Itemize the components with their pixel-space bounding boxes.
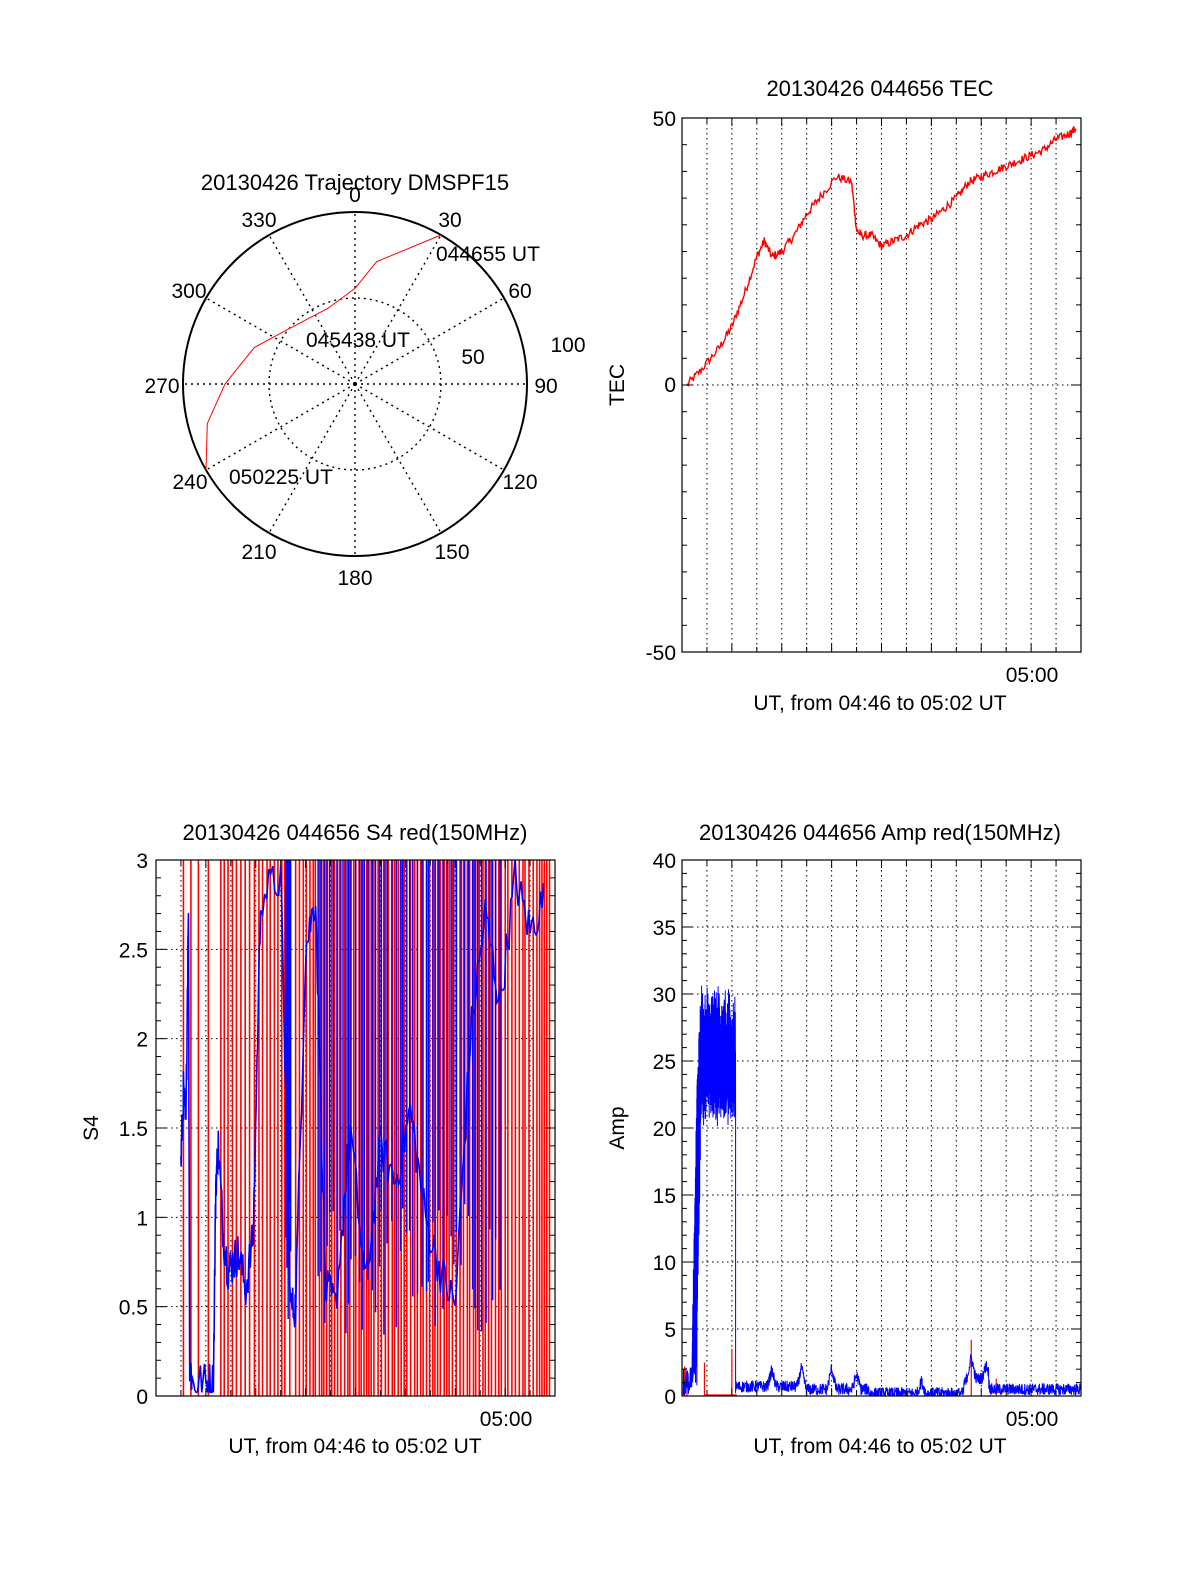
polar-azimuth-label-60: 60 (508, 280, 531, 303)
s4-ytick-label-4: 2 (136, 1029, 148, 1052)
amp-xlabel: UT, from 04:46 to 05:02 UT (753, 1435, 1006, 1458)
amp-ytick-label-5: 25 (653, 1051, 676, 1074)
tec-ylabel: TEC (606, 364, 629, 406)
amp-ytick-label-0: 0 (664, 1386, 676, 1409)
s4-ytick-label-5: 2.5 (119, 939, 148, 962)
amp-ytick-labels: 0 5 10 15 20 25 30 35 40 (653, 850, 676, 1409)
s4-ytick-label-6: 3 (136, 850, 148, 873)
polar-ring-50 (268, 297, 442, 471)
polar-azimuth-label-270: 270 (144, 375, 179, 398)
s4-ytick-label-3: 1.5 (119, 1118, 148, 1141)
polar-azimuth-label-90: 90 (534, 375, 557, 398)
amp-ytick-label-7: 35 (653, 917, 676, 940)
tec-ticks (682, 117, 1081, 653)
polar-track (205, 234, 442, 471)
polar-azimuth-label-330: 330 (241, 209, 276, 232)
polar-azimuth-label-180: 180 (337, 567, 372, 590)
amp-blue-noise (735, 1354, 1081, 1396)
s4-ticks (156, 859, 555, 1397)
amp-series (682, 985, 1081, 1396)
tec-ytick-0: 0 (664, 374, 676, 397)
amp-ytick-label-1: 5 (664, 1319, 676, 1342)
polar-radial-label-100: 100 (550, 334, 585, 357)
polar-spoke-210 (268, 383, 356, 534)
point-label-start: 044655 UT (436, 243, 540, 266)
amp-ticks (682, 859, 1081, 1397)
amp-ytick-label-2: 10 (653, 1252, 676, 1275)
polar-azimuth-label-150: 150 (434, 541, 469, 564)
s4-xtick-0500: 05:00 (480, 1408, 533, 1431)
polar-azimuth-label-30: 30 (438, 209, 461, 232)
tec-xlabel: UT, from 04:46 to 05:02 UT (753, 692, 1006, 715)
polar-spoke-120 (354, 383, 505, 471)
polar-spoke-150 (354, 383, 442, 534)
polar-azimuth-label-210: 210 (241, 541, 276, 564)
s4-ytick-labels: 0 0.5 1 1.5 2 2.5 3 (119, 850, 148, 1409)
polar-radial-label-50: 50 (461, 346, 484, 369)
s4-xlabel: UT, from 04:46 to 05:02 UT (228, 1435, 481, 1458)
polar-chart: 20130426 Trajectory DMSPF15 0 30 60 90 120 15… (144, 170, 585, 590)
tec-ytick-50: 50 (653, 108, 676, 131)
polar-grid (183, 212, 527, 556)
amp-ytick-label-6: 30 (653, 984, 676, 1007)
amp-grid (682, 860, 1081, 1396)
s4-title: 20130426 044656 S4 red(150MHz) (183, 820, 528, 845)
tec-chart: 20130426 044656 TEC 50 0 -50 05:00 UT, f… (606, 76, 1082, 715)
s4-chart: 20130426 044656 S4 red(150MHz) 0 0.5 1 1.5 2… (80, 820, 556, 1458)
s4-ytick-label-0: 0 (136, 1386, 148, 1409)
polar-spoke-240 (205, 383, 356, 471)
polar-azimuth-label-240: 240 (172, 471, 207, 494)
tec-series (686, 126, 1077, 388)
s4-ylabel: S4 (80, 1115, 103, 1141)
tec-grid (682, 118, 1081, 652)
polar-azimuth-label-300: 300 (171, 280, 206, 303)
amp-ylabel: Amp (606, 1106, 629, 1149)
s4-series (180, 860, 551, 1396)
polar-azimuth-label-120: 120 (502, 471, 537, 494)
amp-chart: 20130426 044656 Amp red(150MHz) 0 5 10 15 20… (606, 820, 1082, 1458)
amp-xtick-0500: 05:00 (1006, 1408, 1059, 1431)
amp-ytick-label-3: 15 (653, 1185, 676, 1208)
amp-blue-burst (682, 985, 737, 1396)
s4-blue-trace (180, 860, 545, 1394)
s4-ytick-label-2: 1 (136, 1207, 148, 1230)
polar-spoke-330 (268, 234, 356, 385)
tec-ytick-minus50: -50 (646, 642, 676, 665)
amp-ytick-label-8: 40 (653, 850, 676, 873)
polar-azimuth-label-0: 0 (349, 184, 361, 207)
tec-title: 20130426 044656 TEC (766, 76, 993, 101)
amp-ytick-label-4: 20 (653, 1118, 676, 1141)
tec-xtick-0500: 05:00 (1006, 664, 1059, 687)
polar-azimuth-labels: 0 30 60 90 120 150 180 210 240 270 300 330 (144, 184, 557, 590)
polar-spoke-300 (205, 297, 356, 385)
polar-outer-circle (182, 211, 528, 557)
polar-title: 20130426 Trajectory DMSPF15 (201, 170, 509, 195)
polar-spoke-60 (354, 297, 505, 385)
polar-spoke-30 (354, 234, 442, 385)
amp-title: 20130426 044656 Amp red(150MHz) (699, 820, 1061, 845)
point-label-mid: 045438 UT (306, 329, 410, 352)
s4-ytick-label-1: 0.5 (119, 1297, 148, 1320)
point-label-end: 050225 UT (229, 466, 333, 489)
